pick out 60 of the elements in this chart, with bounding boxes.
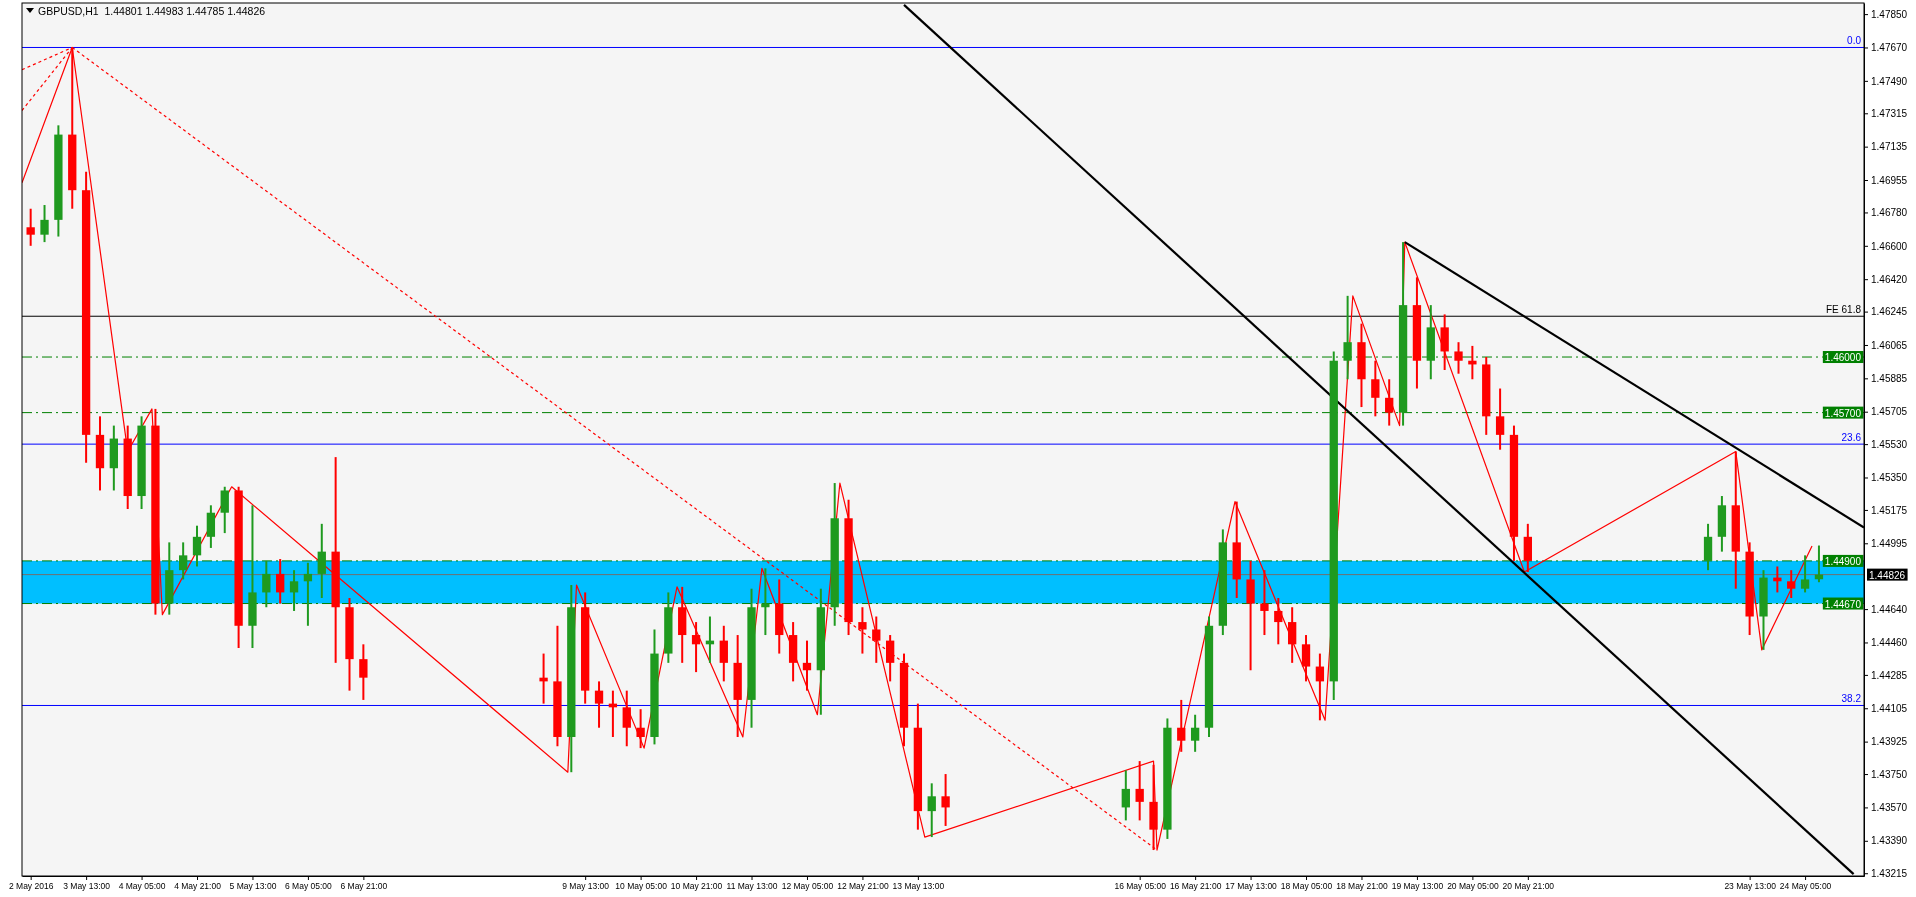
y-tick-label: 1.45530: [1871, 438, 1908, 450]
y-tick-label: 1.43750: [1871, 768, 1908, 780]
y-tick-label: 1.45350: [1871, 472, 1908, 484]
y-tick-label: 1.45705: [1871, 406, 1908, 418]
y-tick-label: 1.46600: [1871, 240, 1908, 252]
x-tick-label: 9 May 13:00: [562, 881, 610, 892]
y-tick-label: 1.46955: [1871, 174, 1908, 186]
x-tick-label: 12 May 05:00: [781, 881, 834, 892]
x-tick-label: 6 May 21:00: [340, 881, 388, 892]
annotation: FE 61.8: [1825, 304, 1862, 316]
x-tick-label: 20 May 21:00: [1502, 881, 1555, 892]
x-tick-label: 18 May 05:00: [1280, 881, 1333, 892]
x-tick-label: 3 May 13:00: [63, 881, 111, 892]
x-tick-label: 24 May 05:00: [1779, 881, 1832, 892]
y-tick-label: 1.47135: [1871, 141, 1908, 153]
y-tick-label: 1.44460: [1871, 637, 1908, 649]
y-tick-label: 1.43390: [1871, 835, 1908, 847]
x-tick-label: 10 May 05:00: [615, 881, 668, 892]
y-tick-label: 1.43925: [1871, 736, 1908, 748]
x-tick-label: 2 May 2016: [8, 881, 54, 892]
y-tick-label: 1.44285: [1871, 669, 1908, 681]
ref-line-label: 1.44826: [1869, 569, 1906, 581]
y-tick-label: 1.47850: [1871, 8, 1908, 20]
ref-line-label: 1.45700: [1824, 407, 1862, 419]
ref-line-label: 1.44900: [1824, 555, 1862, 567]
y-tick-label: 1.44105: [1871, 702, 1908, 714]
x-tick-label: 16 May 05:00: [1114, 881, 1167, 892]
y-tick-label: 1.47490: [1871, 75, 1908, 87]
x-tick-label: 20 May 05:00: [1447, 881, 1499, 892]
ref-line-label: 1.46000: [1824, 352, 1862, 364]
x-tick-label: 13 May 13:00: [892, 881, 945, 892]
y-tick-label: 1.45885: [1871, 373, 1908, 385]
y-tick-label: 1.43570: [1871, 802, 1908, 814]
x-tick-label: 17 May 13:00: [1225, 881, 1278, 892]
chart-title: GBPUSD,H1 1.44801 1.44983 1.44785 1.44826: [38, 5, 266, 17]
annotation: 0.0: [1847, 35, 1862, 47]
x-tick-label: 16 May 21:00: [1169, 881, 1222, 892]
y-tick-label: 1.46780: [1871, 207, 1908, 219]
x-tick-label: 5 May 13:00: [229, 881, 277, 892]
x-tick-label: 18 May 21:00: [1336, 881, 1388, 892]
y-tick-label: 1.46065: [1871, 339, 1908, 351]
x-tick-label: 19 May 13:00: [1391, 881, 1444, 892]
y-tick-label: 1.46245: [1871, 306, 1908, 318]
x-tick-label: 11 May 13:00: [726, 881, 778, 892]
y-tick-label: 1.46420: [1871, 273, 1908, 285]
x-tick-label: 10 May 21:00: [670, 881, 723, 892]
annotation: 23.6: [1841, 432, 1862, 444]
y-tick-label: 1.44640: [1871, 603, 1908, 615]
x-tick-label: 4 May 21:00: [174, 881, 222, 892]
ref-line-label: 1.44670: [1824, 598, 1862, 610]
y-tick-label: 1.47315: [1871, 107, 1908, 119]
y-tick-label: 1.45175: [1871, 504, 1908, 516]
annotation: 38.2: [1841, 693, 1862, 705]
y-tick-label: 1.44995: [1871, 538, 1908, 549]
x-tick-label: 4 May 05:00: [118, 881, 166, 892]
x-tick-label: 12 May 21:00: [837, 881, 889, 892]
y-tick-label: 1.43215: [1871, 867, 1908, 879]
y-tick-label: 1.47670: [1871, 42, 1908, 54]
x-tick-label: 23 May 13:00: [1724, 881, 1777, 892]
x-tick-label: 6 May 05:00: [285, 881, 333, 892]
